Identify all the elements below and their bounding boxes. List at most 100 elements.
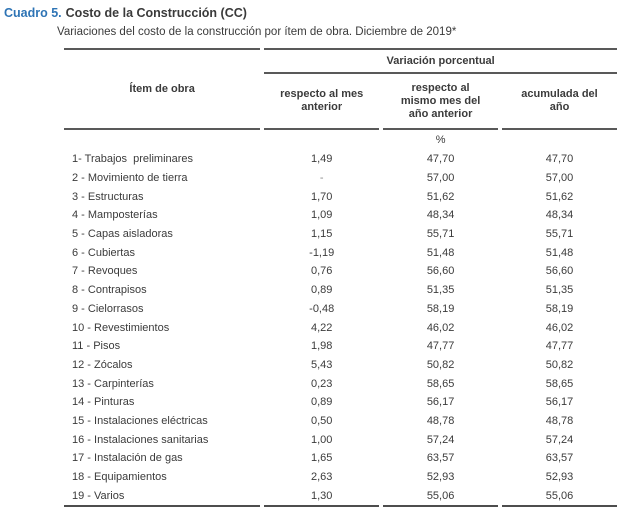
group-header-row: Ítem de obra Variación porcentual [64,48,617,130]
accumulated-variation-cell: 47,70 [545,153,574,166]
year-over-year-variation-cell: 51,35 [426,284,455,297]
column-header-accumulated-label: acumulada del año [521,88,598,113]
table-row: 5 - Capas aisladoras 1,15 55,71 55,71 [64,225,617,244]
accumulated-variation-cell: 51,48 [545,246,574,259]
year-over-year-variation-cell: 63,57 [426,452,455,465]
monthly-variation-cell: 1,70 [310,190,333,203]
year-over-year-variation-cell: 51,48 [426,246,455,259]
table-row: 10 - Revestimientos 4,22 46,02 46,02 [64,318,617,337]
accumulated-variation-cell: 52,93 [545,471,574,484]
table-row: 9 - Cielorrasos -0,48 58,19 58,19 [64,300,617,319]
accumulated-variation-cell: 55,06 [502,486,617,508]
accumulated-variation-cell: 56,17 [545,396,574,409]
monthly-variation-cell: 2,63 [310,471,333,484]
monthly-variation-cell: 1,98 [310,340,333,353]
monthly-variation-cell: 1,00 [310,433,333,446]
accumulated-variation-cell: 46,02 [545,321,574,334]
monthly-variation-cell: -1,19 [309,246,335,259]
accumulated-variation-cell: 48,78 [545,414,574,427]
monthly-variation-cell: 5,43 [310,358,333,371]
year-over-year-variation-cell: 47,70 [426,153,455,166]
unit-row: % [64,130,617,150]
unit-label: % [435,134,446,146]
item-cell: 10 - Revestimientos [72,321,170,334]
table-number-label: Cuadro 5. [4,6,62,20]
item-cell: 3 - Estructuras [72,190,144,203]
year-over-year-variation-cell: 50,82 [426,358,455,371]
document-header: Cuadro 5. Costo de la Construcción (CC) V… [4,6,635,39]
item-cell: 12 - Zócalos [72,358,133,371]
column-header-monthly: respecto al mes anterior [264,74,380,130]
item-cell: 4 - Mamposterías [72,209,158,222]
accumulated-variation-cell: 51,35 [545,284,574,297]
monthly-variation-cell: 0,76 [310,265,333,278]
year-over-year-variation-cell: 57,24 [426,433,455,446]
item-cell: 19 - Varios [64,486,261,508]
table-row: 2 - Movimiento de tierra - 57,00 57,00 [64,169,617,188]
table-row: 14 - Pinturas 0,89 56,17 56,17 [64,393,617,412]
monthly-variation-cell: 0,23 [310,377,333,390]
monthly-variation-cell: 0,89 [310,284,333,297]
table-header: Ítem de obra Variación porcentual respec… [64,48,617,150]
column-header-row: respecto al mes anterior respecto al mis… [64,74,617,130]
item-cell: 1- Trabajos preliminares [72,153,194,166]
accumulated-variation-cell: 58,65 [545,377,574,390]
table-row: 3 - Estructuras 1,70 51,62 51,62 [64,187,617,206]
accumulated-variation-cell: 48,34 [545,209,574,222]
column-header-monthly-label: respecto al mes anterior [280,88,364,113]
item-cell: 15 - Instalaciones eléctricas [72,414,208,427]
table-row: 1- Trabajos preliminares 1,49 47,70 47,7… [64,150,617,169]
year-over-year-variation-cell: 58,65 [426,377,455,390]
monthly-variation-cell: 0,89 [310,396,333,409]
table-row: 17 - Instalación de gas 1,65 63,57 63,57 [64,449,617,468]
year-over-year-variation-cell: 47,77 [426,340,455,353]
table-row: 15 - Instalaciones eléctricas 0,50 48,78… [64,412,617,431]
accumulated-variation-cell: 55,71 [545,228,574,241]
unit-row-spacer [264,130,379,150]
item-cell: 13 - Carpinterías [72,377,154,390]
group-header-variacion-porcentual: Variación porcentual [264,48,617,74]
year-over-year-variation-cell: 51,62 [426,190,455,203]
monthly-variation-cell: 1,15 [310,228,333,241]
year-over-year-variation-cell: 48,34 [426,209,455,222]
monthly-variation-cell: 1,09 [310,209,333,222]
monthly-variation-cell: 4,22 [310,321,333,334]
year-over-year-variation-cell: 58,19 [426,302,455,315]
accumulated-variation-cell: 47,77 [545,340,574,353]
item-cell: 18 - Equipamientos [72,471,167,484]
accumulated-variation-cell: 50,82 [545,358,574,371]
accumulated-variation-cell: 51,62 [545,190,574,203]
year-over-year-variation-cell: 55,06 [383,486,499,508]
monthly-variation-cell: -0,48 [309,302,335,315]
page-subtitle: Variaciones del costo de la construcción… [57,26,457,38]
table-row: 13 - Carpinterías 0,23 58,65 58,65 [64,374,617,393]
accumulated-variation-cell: 57,24 [545,433,574,446]
year-over-year-variation-cell: 55,71 [426,228,455,241]
page-title: Costo de la Construcción (CC) [65,6,247,20]
year-over-year-variation-cell: 52,93 [426,471,455,484]
item-cell: 16 - Instalaciones sanitarias [72,433,209,446]
year-over-year-variation-cell: 57,00 [426,172,455,185]
item-cell: 11 - Pisos [72,340,121,353]
year-over-year-variation-cell: 46,02 [426,321,455,334]
monthly-variation-cell: 0,50 [310,414,333,427]
item-cell: 7 - Revoques [72,265,138,278]
table-body: 1- Trabajos preliminares 1,49 47,70 47,7… [64,150,617,508]
item-cell: 6 - Cubiertas [72,246,135,259]
accumulated-variation-cell: 56,60 [545,265,574,278]
column-header-accumulated: acumulada del año [502,74,617,130]
table-row: 18 - Equipamientos 2,63 52,93 52,93 [64,468,617,487]
item-cell: 9 - Cielorrasos [72,302,144,315]
table-row: 19 - Varios 1,30 55,06 55,06 [64,486,617,508]
table-row: 16 - Instalaciones sanitarias 1,00 57,24… [64,430,617,449]
accumulated-variation-cell: 63,57 [545,452,574,465]
item-cell: 8 - Contrapisos [72,284,147,297]
table-row: 12 - Zócalos 5,43 50,82 50,82 [64,356,617,375]
item-cell: 17 - Instalación de gas [72,452,183,465]
table-row: 8 - Contrapisos 0,89 51,35 51,35 [64,281,617,300]
item-column-header: Ítem de obra [64,48,261,130]
page-title-line: Cuadro 5. Costo de la Construcción (CC) [4,6,635,21]
year-over-year-variation-cell: 56,17 [426,396,455,409]
monthly-variation-cell: 1,49 [310,153,333,166]
table-row: 4 - Mamposterías 1,09 48,34 48,34 [64,206,617,225]
